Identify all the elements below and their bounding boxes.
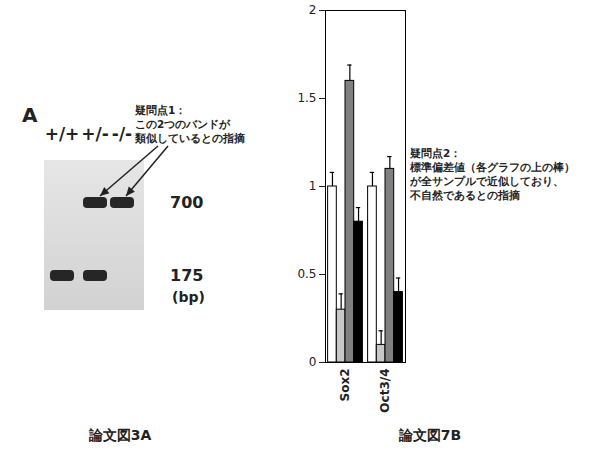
svg-text:この2つのバンドが: この2つのバンドが — [135, 118, 231, 130]
svg-text:論文図7B: 論文図7B — [398, 427, 461, 443]
svg-text:0.5: 0.5 — [297, 267, 316, 281]
svg-text:-/-: -/- — [112, 124, 132, 144]
svg-text:2: 2 — [309, 3, 317, 17]
svg-text:700: 700 — [170, 193, 203, 212]
svg-text:0: 0 — [309, 355, 317, 369]
svg-text:類似しているとの指摘: 類似しているとの指摘 — [134, 132, 245, 145]
svg-text:論文図3A: 論文図3A — [88, 427, 152, 443]
svg-text:175: 175 — [170, 266, 203, 285]
svg-text:疑問点2：: 疑問点2： — [409, 147, 461, 160]
svg-text:1.5: 1.5 — [297, 91, 316, 105]
svg-text:が全サンプルで近似しており、: が全サンプルで近似しており、 — [409, 175, 564, 188]
svg-text:Sox2: Sox2 — [338, 369, 352, 402]
svg-text:標準偏差値（各グラフの上の棒）: 標準偏差値（各グラフの上の棒） — [409, 161, 575, 174]
svg-text:+/-: +/- — [81, 124, 109, 144]
svg-text:A: A — [22, 103, 38, 127]
svg-text:+/+: +/+ — [45, 124, 80, 144]
svg-text:(bp): (bp) — [172, 289, 205, 305]
svg-text:疑問点1：: 疑問点1： — [134, 104, 186, 117]
svg-text:1: 1 — [309, 179, 317, 193]
svg-text:Oct3/4: Oct3/4 — [378, 369, 392, 413]
svg-text:不自然であるとの指摘: 不自然であるとの指摘 — [409, 189, 520, 202]
